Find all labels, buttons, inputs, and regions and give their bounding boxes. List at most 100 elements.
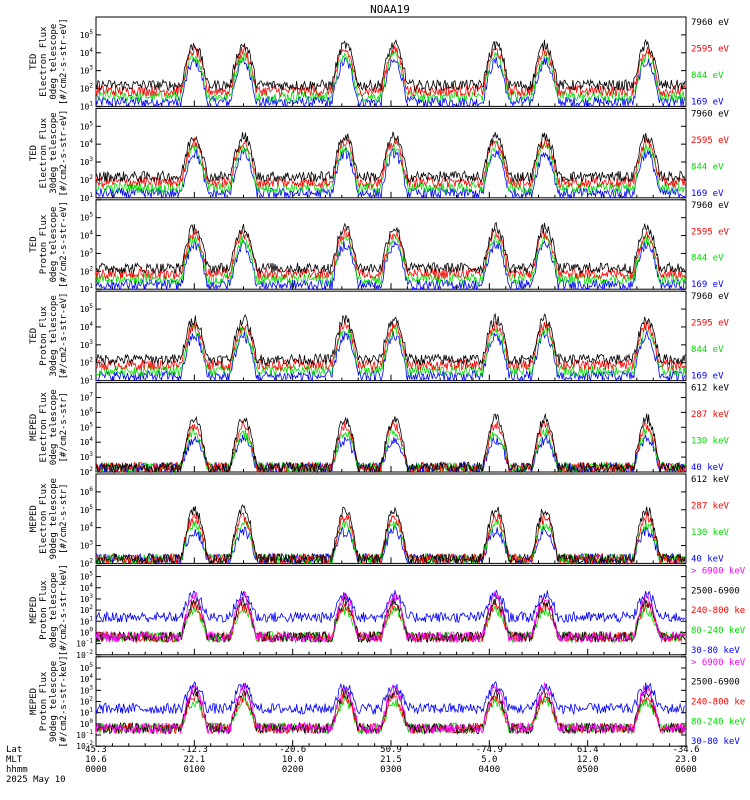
- legend-mep-e-90-2: 130 keV: [691, 528, 730, 538]
- y-tick-label: 102: [80, 557, 94, 568]
- series-mep-e-0-2: [96, 426, 686, 474]
- y-tick-label: 104: [80, 436, 94, 447]
- plot-title: NOAA19: [370, 3, 410, 16]
- footer-lat-2: -20.6: [279, 745, 306, 755]
- legend-ted-e-30-3: 169 eV: [691, 189, 724, 199]
- y-tick-label: 106: [80, 486, 94, 497]
- footer-mlt-0: 10.6: [85, 755, 107, 765]
- y-tick-label: 105: [80, 120, 94, 131]
- footer-mlt-4: 5.0: [481, 755, 497, 765]
- y-tick-label: 101: [80, 615, 94, 626]
- series-ted-e-30-0: [95, 131, 686, 184]
- legend-mep-e-90-1: 287 keV: [691, 501, 730, 511]
- series-ted-e-0-2: [95, 49, 686, 103]
- y-axis-label: TEDElectron Flux0deg telescope[#/cm2-s-s…: [29, 18, 69, 105]
- series-mep-e-90-1: [95, 511, 686, 565]
- y-tick-label: 105: [80, 571, 94, 582]
- legend-mep-p-0-2: 240-800 ke: [691, 606, 745, 616]
- legend-ted-p-0-2: 844 eV: [691, 254, 724, 264]
- legend-ted-e-0-1: 2595 eV: [691, 44, 730, 54]
- y-tick-label: 103: [80, 593, 94, 604]
- y-tick-label: 103: [80, 684, 94, 695]
- legend-ted-e-30-0: 7960 eV: [691, 109, 730, 119]
- footer-lat-0: 45.3: [85, 745, 107, 755]
- y-tick-label: 100: [80, 718, 94, 729]
- series-mep-p-0-4: [95, 589, 686, 624]
- y-tick-label: 104: [80, 138, 94, 149]
- legend-mep-p-0-4: 30-80 keV: [691, 646, 740, 656]
- y-tick-label: 100: [80, 626, 94, 637]
- legend-ted-p-0-1: 2595 eV: [691, 227, 730, 237]
- y-tick-label: 103: [80, 540, 94, 551]
- legend-ted-p-30-2: 844 eV: [691, 345, 724, 355]
- series-ted-p-0-0: [95, 221, 686, 275]
- legend-mep-p-90-2: 240-800 ke: [691, 698, 745, 708]
- legend-ted-p-0-0: 7960 eV: [691, 201, 730, 211]
- y-tick-label: 103: [80, 247, 94, 258]
- y-tick-label: 105: [80, 212, 94, 223]
- y-tick-label: 101: [80, 100, 94, 111]
- series-mep-p-90-0: [95, 681, 686, 735]
- footer-hhmm-2: 0200: [282, 765, 304, 775]
- y-tick-label: 104: [80, 582, 94, 593]
- y-tick-label: 105: [80, 29, 94, 40]
- footer-row-label-lat: Lat: [6, 745, 22, 755]
- legend-ted-p-30-3: 169 eV: [691, 372, 724, 382]
- footer-hhmm-1: 0100: [183, 765, 205, 775]
- y-tick-label: 103: [80, 451, 94, 462]
- y-tick-label: 103: [80, 156, 94, 167]
- legend-mep-e-90-0: 612 keV: [691, 475, 730, 485]
- legend-ted-p-0-3: 169 eV: [691, 280, 724, 290]
- y-axis-label: TEDProton Flux0deg telescope[#/cm2-s-str…: [29, 201, 69, 288]
- legend-ted-e-30-1: 2595 eV: [691, 136, 730, 146]
- panel-ted-p-30: 101 102 103 104 105 TEDProton Flux30deg teles…: [29, 290, 730, 386]
- footer-date: 2025 May 10: [6, 775, 66, 785]
- y-tick-label: 107: [80, 392, 94, 403]
- legend-mep-p-90-0: > 6900 keV: [691, 658, 746, 668]
- y-tick-label: 102: [80, 604, 94, 615]
- panel-frame: [95, 473, 687, 564]
- y-tick-label: 101: [80, 192, 94, 203]
- legend-mep-e-0-1: 287 keV: [691, 410, 730, 420]
- footer-mlt-2: 10.0: [282, 755, 304, 765]
- footer-hhmm-3: 0300: [380, 765, 402, 775]
- y-tick-label: 102: [80, 174, 94, 185]
- y-tick-label: 102: [80, 357, 94, 368]
- footer-mlt-3: 21.5: [380, 755, 402, 765]
- footer-lat-4: -74.9: [476, 745, 503, 755]
- legend-mep-e-90-3: 40 keV: [691, 554, 724, 564]
- legend-ted-e-30-2: 844 eV: [691, 162, 724, 172]
- panel-mep-e-90: 102 103 104 105 106 MEPEDElectron Flux90deg t…: [29, 473, 730, 568]
- series-ted-p-30-2: [95, 323, 686, 378]
- y-tick-label: 104: [80, 47, 94, 58]
- footer-lat-3: 50.9: [380, 745, 402, 755]
- series-mep-e-90-0: [95, 504, 686, 565]
- y-tick-label: 102: [80, 83, 94, 94]
- footer-hhmm-4: 0400: [478, 765, 500, 775]
- y-axis-label: MEPEDProton Flux0deg telescope[#/cm2-s-s…: [29, 564, 69, 656]
- series-ted-e-30-2: [95, 141, 686, 195]
- series-mep-e-0-0: [95, 412, 686, 474]
- footer-lat-6: -34.6: [672, 745, 699, 755]
- y-tick-label: 101: [80, 283, 94, 294]
- series-ted-e-30-1: [95, 137, 686, 189]
- y-tick-label: 10-2: [76, 740, 93, 751]
- y-tick-label: 10-1: [76, 638, 93, 649]
- y-tick-label: 102: [80, 466, 94, 477]
- legend-ted-p-30-0: 7960 eV: [691, 292, 730, 302]
- legend-ted-e-0-2: 844 eV: [691, 71, 724, 81]
- panel-ted-e-30: 101 102 103 104 105 TEDElectron Flux30deg tel…: [29, 107, 730, 203]
- footer-hhmm-5: 0500: [577, 765, 599, 775]
- y-tick-label: 101: [80, 375, 94, 386]
- series-ted-e-0-0: [95, 38, 686, 92]
- y-axis-label: MEPEDProton Flux90deg telescope[#/cm2-s-…: [29, 655, 69, 747]
- legend-mep-p-90-4: 30-80 keV: [691, 737, 740, 747]
- y-axis-label: TEDElectron Flux30deg telescope[#/cm2-s-…: [29, 110, 69, 197]
- series-ted-e-30-3: [95, 146, 686, 200]
- footer-mlt-1: 22.1: [183, 755, 205, 765]
- footer-mlt-5: 12.0: [577, 755, 599, 765]
